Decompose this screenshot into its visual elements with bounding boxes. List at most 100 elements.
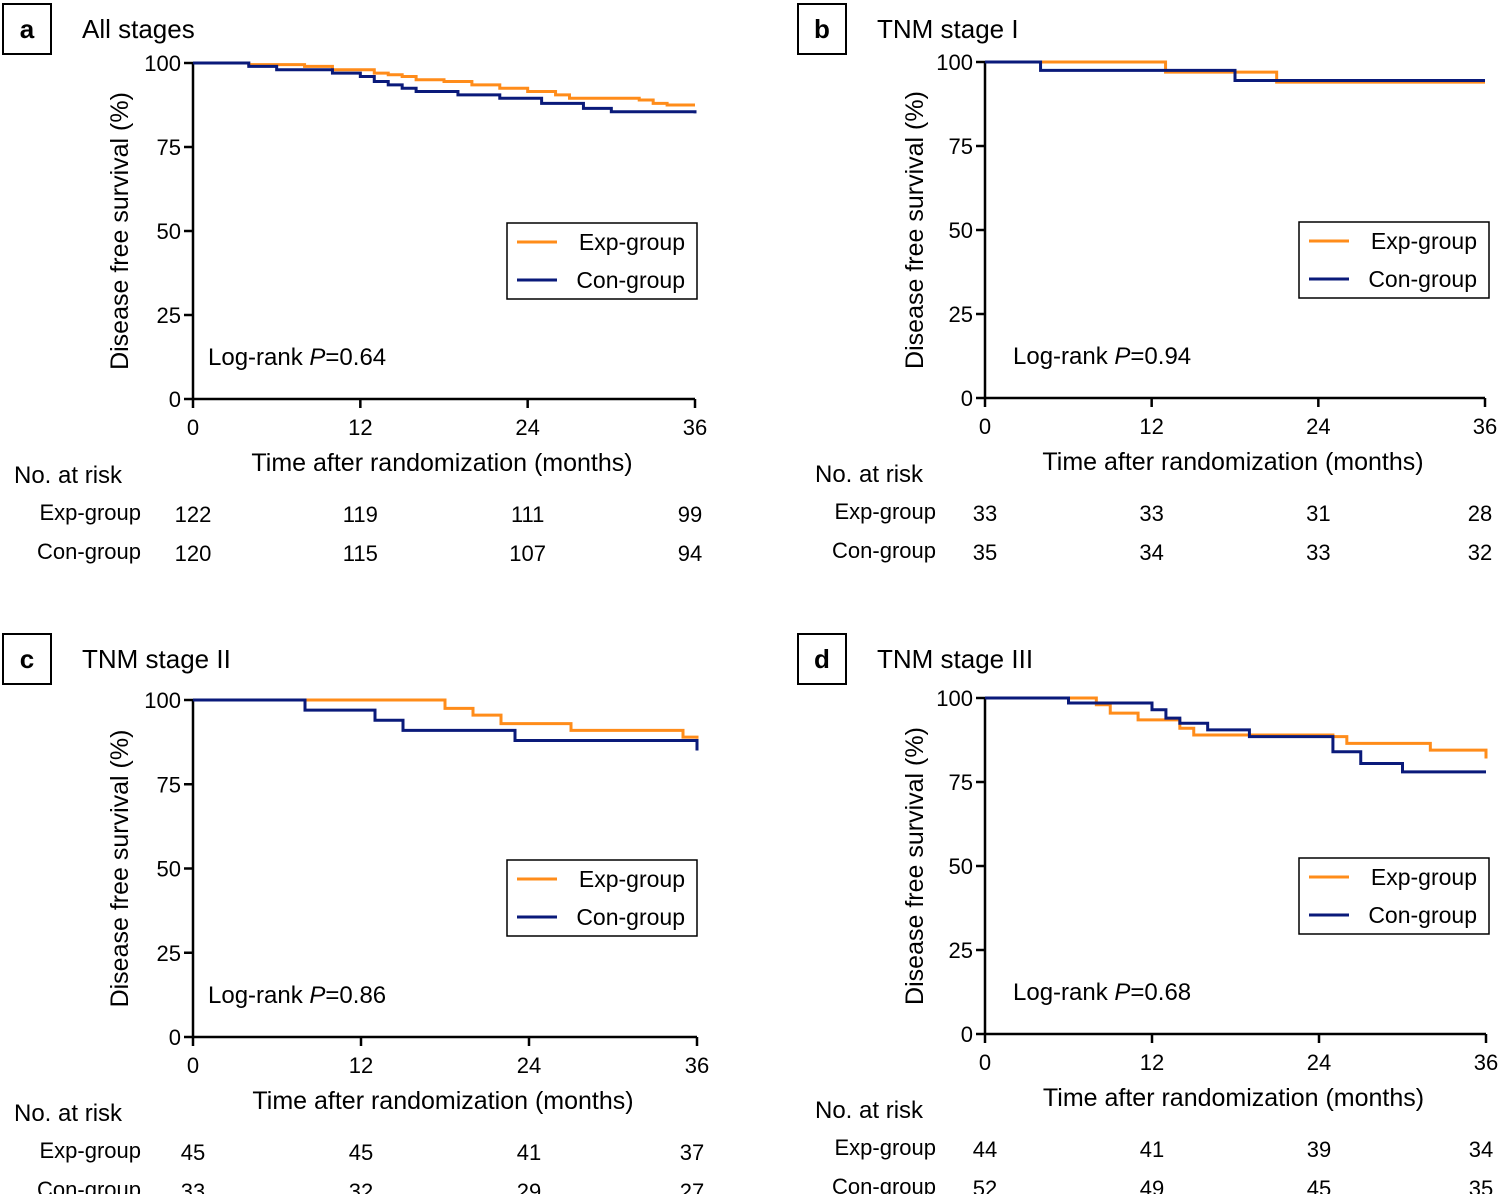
- y-tick-label: 75: [949, 770, 973, 795]
- risk-row-label: Con-group: [37, 539, 141, 564]
- x-axis-label: Time after randomization (months): [1043, 1084, 1424, 1112]
- series-line-exp: [193, 698, 699, 739]
- legend-label: Con-group: [1368, 266, 1477, 292]
- x-tick-label: 36: [1473, 414, 1497, 439]
- panel-d: d TNM stage III 0 25 50 75 100 0 12 24 36 Disease f…: [797, 633, 1498, 1194]
- panel-b: b TNM stage I 0 25 50 75 100 0 12 24 36 Disease fre…: [797, 3, 1497, 565]
- risk-row-label: Exp-group: [39, 1138, 141, 1163]
- x-tick-label: 0: [187, 415, 199, 440]
- risk-value: 37: [680, 1140, 704, 1165]
- risk-value: 99: [678, 502, 702, 527]
- y-axis-label: Disease free survival (%): [106, 92, 134, 370]
- legend-label: Exp-group: [579, 866, 685, 892]
- y-tick-label: 25: [949, 302, 973, 327]
- y-tick-label: 100: [936, 686, 973, 711]
- panel-letter: d: [814, 644, 830, 674]
- y-tick-label: 50: [157, 857, 181, 882]
- risk-value: 41: [1140, 1137, 1164, 1162]
- y-tick-label: 50: [949, 854, 973, 879]
- legend-label: Exp-group: [1371, 228, 1477, 254]
- legend-label: Con-group: [1368, 902, 1477, 928]
- legend-label: Exp-group: [579, 229, 685, 255]
- risk-header: No. at risk: [14, 1100, 123, 1127]
- series-line-exp: [985, 696, 1488, 759]
- risk-value: 107: [509, 541, 546, 566]
- series-line-con: [985, 60, 1485, 82]
- x-axis-label: Time after randomization (months): [251, 449, 632, 477]
- risk-value: 39: [1307, 1137, 1331, 1162]
- y-tick-label: 75: [157, 135, 181, 160]
- panel-label-box: [797, 3, 847, 55]
- y-tick-label: 0: [169, 1025, 181, 1050]
- series-line-con: [193, 61, 697, 114]
- panel-title: TNM stage II: [82, 644, 231, 674]
- legend-label: Exp-group: [1371, 864, 1477, 890]
- y-tick-label: 25: [949, 938, 973, 963]
- x-tick-label: 24: [1307, 1050, 1331, 1075]
- x-tick-label: 12: [349, 1053, 373, 1078]
- risk-header: No. at risk: [815, 1097, 924, 1124]
- series-line-exp: [193, 61, 695, 107]
- risk-value: 52: [973, 1176, 997, 1194]
- x-tick-label: 12: [1140, 1050, 1164, 1075]
- risk-value: 29: [517, 1179, 541, 1194]
- risk-value: 120: [175, 541, 212, 566]
- panel-a: a All stages 0 25 50 75 100 0 12 24 36 Disease free…: [2, 3, 707, 566]
- logrank-annotation: Log-rank P=0.68: [1013, 979, 1191, 1006]
- x-tick-label: 24: [517, 1053, 541, 1078]
- risk-value: 33: [973, 501, 997, 526]
- risk-value: 28: [1468, 501, 1492, 526]
- risk-value: 49: [1140, 1176, 1164, 1194]
- legend-box: [1298, 857, 1490, 935]
- x-tick-label: 36: [1474, 1050, 1498, 1075]
- risk-value: 45: [1307, 1176, 1331, 1194]
- x-tick-label: 0: [979, 1050, 991, 1075]
- y-tick-label: 50: [949, 218, 973, 243]
- x-tick-label: 36: [685, 1053, 709, 1078]
- x-tick-label: 0: [187, 1053, 199, 1078]
- risk-value: 35: [973, 540, 997, 565]
- risk-value: 33: [181, 1179, 205, 1194]
- risk-row-label: Exp-group: [834, 1135, 936, 1160]
- logrank-annotation: Log-rank P=0.94: [1013, 343, 1191, 370]
- y-axis-label: Disease free survival (%): [901, 91, 929, 369]
- y-tick-label: 100: [144, 51, 181, 76]
- risk-header: No. at risk: [14, 462, 123, 489]
- panel-label-box: [797, 633, 847, 685]
- risk-row-label: Con-group: [832, 538, 936, 563]
- legend-box: [506, 859, 698, 937]
- legend-label: Con-group: [576, 267, 685, 293]
- risk-value: 122: [175, 502, 212, 527]
- panel-letter: a: [20, 14, 35, 44]
- panel-letter: c: [20, 644, 34, 674]
- y-axis-label: Disease free survival (%): [106, 730, 134, 1008]
- series-line-exp: [985, 60, 1485, 84]
- series-line-con: [985, 696, 1486, 774]
- y-tick-label: 25: [157, 941, 181, 966]
- y-tick-label: 100: [936, 50, 973, 75]
- y-tick-label: 100: [144, 688, 181, 713]
- legend-box: [1298, 221, 1490, 299]
- x-tick-label: 24: [515, 415, 539, 440]
- y-tick-label: 0: [961, 1022, 973, 1047]
- y-tick-label: 0: [961, 386, 973, 411]
- y-axis-label: Disease free survival (%): [901, 727, 929, 1005]
- x-tick-label: 12: [348, 415, 372, 440]
- series-line-con: [193, 698, 699, 751]
- x-tick-label: 0: [979, 414, 991, 439]
- panel-title: All stages: [82, 14, 195, 44]
- risk-value: 32: [349, 1179, 373, 1194]
- risk-value: 33: [1139, 501, 1163, 526]
- risk-value: 115: [343, 541, 378, 566]
- risk-value: 45: [181, 1140, 205, 1165]
- legend-box: [506, 222, 698, 300]
- logrank-annotation: Log-rank P=0.64: [208, 344, 386, 371]
- panel-title: TNM stage I: [877, 14, 1019, 44]
- risk-value: 41: [517, 1140, 541, 1165]
- risk-value: 119: [343, 502, 378, 527]
- x-tick-label: 12: [1139, 414, 1163, 439]
- panel-title: TNM stage III: [877, 644, 1033, 674]
- y-tick-label: 0: [169, 387, 181, 412]
- panel-label-box: [2, 633, 52, 685]
